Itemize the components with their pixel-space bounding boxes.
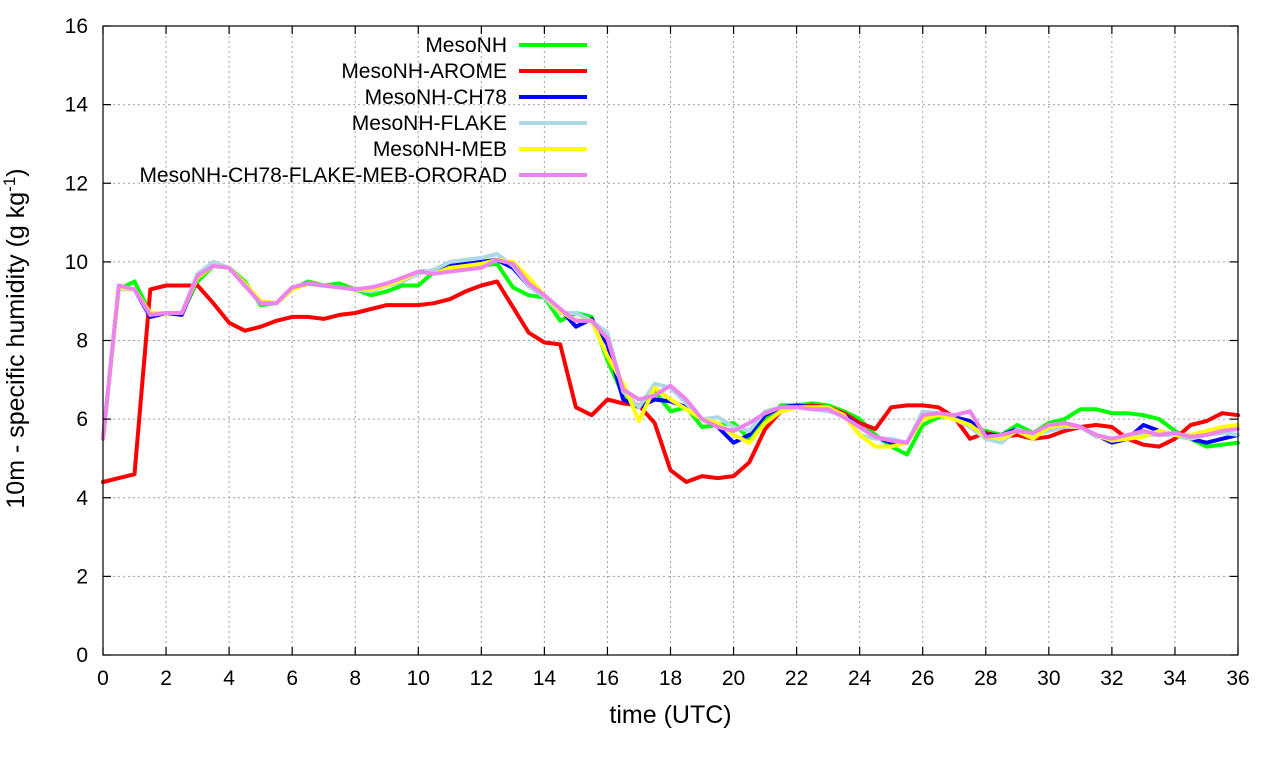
legend-label-1: MesoNH xyxy=(425,34,507,57)
legend: MesoNH MesoNH-AROME MesoNH-CH78 MesoNH-FLAK… xyxy=(139,34,587,187)
y-tick-label: 10 xyxy=(65,251,88,274)
x-tick-label: 34 xyxy=(1163,667,1187,690)
x-tick-label: 32 xyxy=(1100,667,1123,690)
x-tick-label: 36 xyxy=(1226,667,1249,690)
x-tick-label: 0 xyxy=(97,667,109,690)
legend-label-6: MesoNH-CH78-FLAKE-MEB-ORORAD xyxy=(139,164,507,187)
y-axis-title-main: 10m - specific humidity (g kg xyxy=(2,192,30,509)
tick-marks xyxy=(102,25,1239,656)
x-tick-label: 6 xyxy=(286,667,298,690)
series-line-6 xyxy=(101,257,1240,445)
x-tick-label: 12 xyxy=(470,667,493,690)
x-tick-labels: 0 2 4 6 8 10 12 14 16 18 20 22 24 26 28 30 32 34 36 xyxy=(97,667,1250,690)
y-tick-label: 6 xyxy=(76,408,88,431)
legend-label-5: MesoNH-MEB xyxy=(373,138,507,161)
y-axis-title: 10m - specific humidity (g kg-1) xyxy=(0,168,30,508)
y-tick-label: 0 xyxy=(76,644,88,667)
x-tick-label: 4 xyxy=(223,667,235,690)
x-tick-label: 14 xyxy=(533,667,557,690)
grid xyxy=(103,26,1238,655)
legend-label-2: MesoNH-AROME xyxy=(341,60,507,83)
y-axis-title-tail: ) xyxy=(2,168,30,176)
x-tick-label: 16 xyxy=(596,667,619,690)
x-tick-label: 26 xyxy=(911,667,934,690)
legend-label-3: MesoNH-CH78 xyxy=(365,86,507,109)
x-tick-label: 2 xyxy=(160,667,172,690)
y-tick-label: 4 xyxy=(76,487,88,510)
x-tick-label: 28 xyxy=(974,667,997,690)
x-tick-label: 30 xyxy=(1037,667,1060,690)
x-tick-label: 8 xyxy=(349,667,361,690)
y-tick-label: 8 xyxy=(76,330,88,353)
y-axis-title-superscript: -1 xyxy=(0,177,19,192)
x-tick-label: 24 xyxy=(848,667,872,690)
x-tick-label: 20 xyxy=(722,667,745,690)
series-line-2 xyxy=(101,279,1240,484)
y-tick-labels: 0 2 4 6 8 10 12 14 16 xyxy=(65,15,89,667)
series-layer xyxy=(101,252,1240,484)
x-axis-title: time (UTC) xyxy=(609,701,731,729)
y-tick-label: 16 xyxy=(65,15,88,38)
y-tick-label: 14 xyxy=(65,94,89,117)
x-tick-label: 18 xyxy=(659,667,682,690)
legend-label-4: MesoNH-FLAKE xyxy=(352,112,507,135)
x-tick-label: 10 xyxy=(407,667,430,690)
x-tick-label: 22 xyxy=(785,667,808,690)
y-tick-label: 2 xyxy=(76,565,88,588)
y-tick-label: 12 xyxy=(65,172,88,195)
